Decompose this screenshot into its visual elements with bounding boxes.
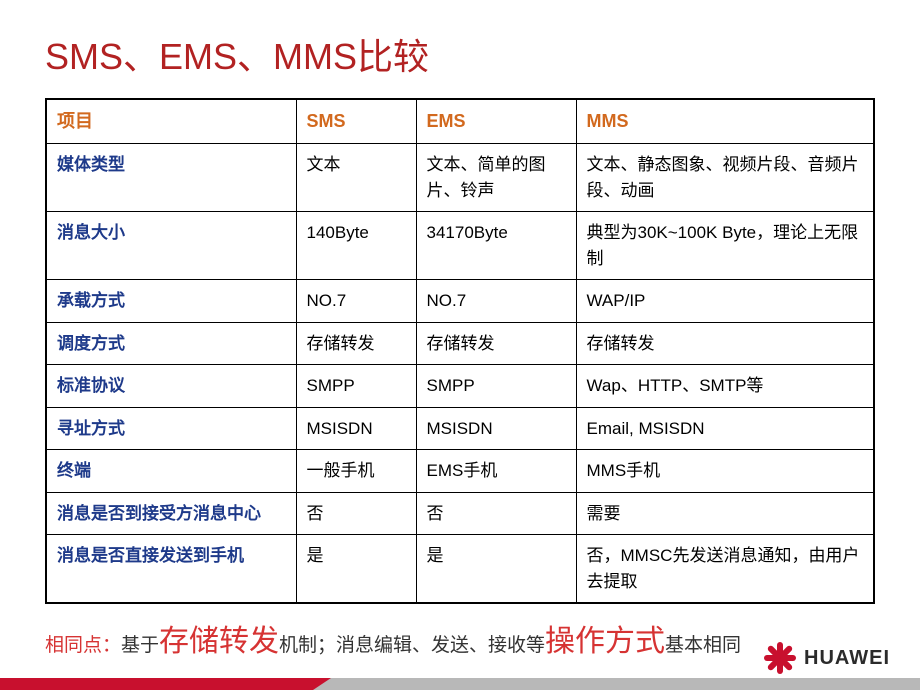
huawei-logo-icon [762, 640, 798, 676]
header-item: 项目 [46, 99, 296, 144]
header-ems: EMS [416, 99, 576, 144]
table-row: 终端 一般手机 EMS手机 MMS手机 [46, 450, 874, 493]
comparison-table: 项目 SMS EMS MMS 媒体类型 文本 文本、简单的图片、铃声 文本、静态… [45, 98, 875, 604]
cell: SMPP [296, 365, 416, 408]
table-header-row: 项目 SMS EMS MMS [46, 99, 874, 144]
cell: 34170Byte [416, 212, 576, 280]
cell: EMS手机 [416, 450, 576, 493]
header-mms: MMS [576, 99, 874, 144]
cell: WAP/IP [576, 280, 874, 323]
footer-gray-stripe [331, 678, 920, 690]
table-row: 消息是否直接发送到手机 是 是 否，MMSC先发送消息通知，由用户去提取 [46, 535, 874, 604]
row-label: 调度方式 [46, 322, 296, 365]
table-row: 消息是否到接受方消息中心 否 否 需要 [46, 492, 874, 535]
cell: 存储转发 [576, 322, 874, 365]
table-row: 寻址方式 MSISDN MSISDN Email, MSISDN [46, 407, 874, 450]
cell: 文本 [296, 144, 416, 212]
cell: 否 [296, 492, 416, 535]
cell: 140Byte [296, 212, 416, 280]
header-sms: SMS [296, 99, 416, 144]
row-label: 标准协议 [46, 365, 296, 408]
cell: Email, MSISDN [576, 407, 874, 450]
summary-text: 基于 [121, 635, 159, 656]
cell: 需要 [576, 492, 874, 535]
row-label: 寻址方式 [46, 407, 296, 450]
summary-text: 机制；消息编辑、发送、接收等 [279, 635, 545, 656]
summary-text: 基本相同 [665, 635, 741, 656]
row-label: 承载方式 [46, 280, 296, 323]
slide-title: SMS、EMS、MMS比较 [45, 28, 875, 80]
summary-prefix: 相同点： [45, 635, 121, 656]
cell: MSISDN [296, 407, 416, 450]
table-row: 媒体类型 文本 文本、简单的图片、铃声 文本、静态图象、视频片段、音频片段、动画 [46, 144, 874, 212]
table-row: 消息大小 140Byte 34170Byte 典型为30K~100K Byte，… [46, 212, 874, 280]
row-label: 媒体类型 [46, 144, 296, 212]
cell: 否 [416, 492, 576, 535]
cell: MMS手机 [576, 450, 874, 493]
row-label: 消息是否直接发送到手机 [46, 535, 296, 604]
table-row: 调度方式 存储转发 存储转发 存储转发 [46, 322, 874, 365]
table-row: 承载方式 NO.7 NO.7 WAP/IP [46, 280, 874, 323]
footer-bar: HUAWEI [0, 654, 920, 690]
cell: NO.7 [296, 280, 416, 323]
cell: 是 [296, 535, 416, 604]
cell: Wap、HTTP、SMTP等 [576, 365, 874, 408]
cell: 文本、简单的图片、铃声 [416, 144, 576, 212]
table-body: 媒体类型 文本 文本、简单的图片、铃声 文本、静态图象、视频片段、音频片段、动画… [46, 144, 874, 604]
cell: SMPP [416, 365, 576, 408]
cell: 文本、静态图象、视频片段、音频片段、动画 [576, 144, 874, 212]
cell: 存储转发 [296, 322, 416, 365]
row-label: 消息大小 [46, 212, 296, 280]
footer-red-stripe [0, 678, 331, 690]
cell: 一般手机 [296, 450, 416, 493]
row-label: 终端 [46, 450, 296, 493]
cell: 典型为30K~100K Byte，理论上无限制 [576, 212, 874, 280]
cell: MSISDN [416, 407, 576, 450]
huawei-logo-text: HUAWEI [804, 647, 890, 670]
cell: 否，MMSC先发送消息通知，由用户去提取 [576, 535, 874, 604]
table-row: 标准协议 SMPP SMPP Wap、HTTP、SMTP等 [46, 365, 874, 408]
slide-container: SMS、EMS、MMS比较 项目 SMS EMS MMS 媒体类型 文本 文本、… [0, 0, 920, 690]
cell: NO.7 [416, 280, 576, 323]
huawei-logo: HUAWEI [762, 640, 890, 676]
cell: 存储转发 [416, 322, 576, 365]
cell: 是 [416, 535, 576, 604]
row-label: 消息是否到接受方消息中心 [46, 492, 296, 535]
